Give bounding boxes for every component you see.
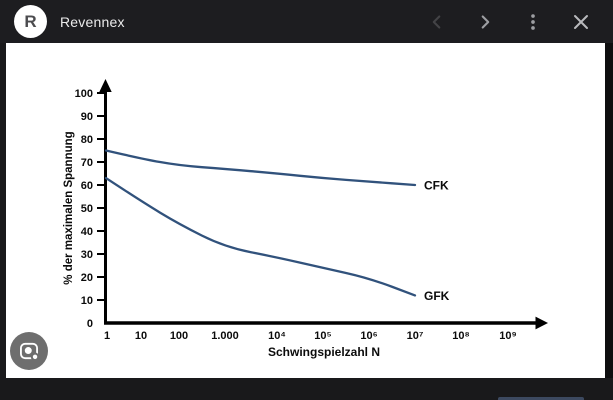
page-scroll-hint (498, 397, 584, 400)
close-icon (574, 14, 588, 29)
close-viewer-button[interactable] (561, 2, 601, 42)
site-title: Revennex (60, 13, 125, 30)
topbar-actions (417, 2, 601, 42)
more-vert-icon (531, 13, 535, 30)
lens-search-button[interactable] (10, 332, 48, 370)
panel-right-gap (605, 43, 613, 378)
lens-search-icon (20, 342, 40, 362)
site-logo-letter: R (24, 12, 37, 31)
chevron-right-icon (481, 14, 490, 29)
top-bar: R Revennex (0, 0, 613, 43)
more-options-button[interactable] (513, 2, 553, 42)
image-panel (6, 43, 605, 378)
prev-image-button[interactable] (417, 2, 457, 42)
next-image-button[interactable] (465, 2, 505, 42)
site-logo-avatar[interactable]: R (14, 5, 47, 38)
chevron-left-icon (432, 14, 441, 29)
